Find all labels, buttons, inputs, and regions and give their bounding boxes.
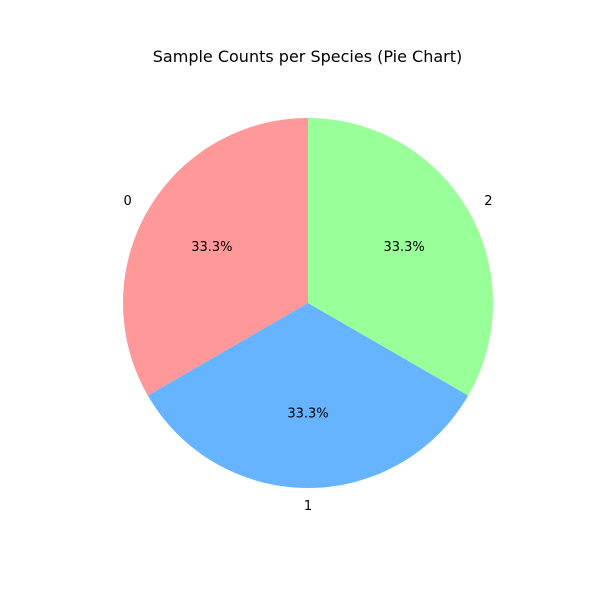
slice-percent-1: 33.3%: [287, 407, 328, 422]
slice-label-1: 1: [304, 499, 312, 514]
chart-title: Sample Counts per Species (Pie Chart): [152, 47, 463, 66]
pie-slice-2: [308, 118, 493, 396]
slice-percent-2: 33.3%: [383, 240, 424, 255]
slice-percent-0: 33.3%: [191, 240, 232, 255]
pie-slice-1: [147, 303, 469, 488]
slice-label-0: 0: [123, 194, 131, 209]
pie-slice-0: [122, 118, 309, 396]
slice-label-2: 2: [484, 194, 492, 209]
